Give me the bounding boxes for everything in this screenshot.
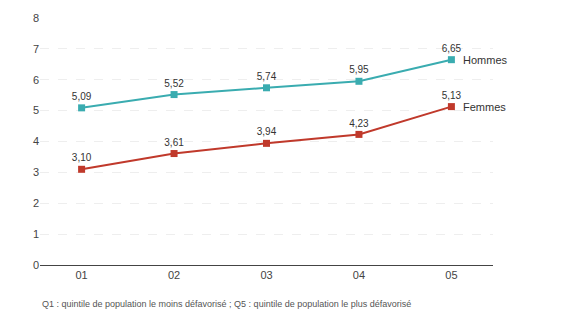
svg-text:5,74: 5,74	[257, 71, 277, 82]
svg-text:03: 03	[260, 269, 272, 281]
svg-text:3: 3	[33, 166, 39, 178]
svg-text:6,65: 6,65	[442, 43, 462, 54]
svg-text:0: 0	[33, 259, 39, 271]
svg-text:02: 02	[168, 269, 180, 281]
svg-text:4,23: 4,23	[349, 118, 369, 129]
svg-text:1: 1	[33, 228, 39, 240]
svg-text:Femmes: Femmes	[463, 101, 506, 113]
svg-text:5: 5	[33, 104, 39, 116]
svg-text:5,13: 5,13	[442, 90, 462, 101]
svg-text:2: 2	[33, 197, 39, 209]
svg-text:5,52: 5,52	[164, 78, 184, 89]
svg-text:05: 05	[445, 269, 457, 281]
svg-text:6: 6	[33, 74, 39, 86]
svg-text:7: 7	[33, 43, 39, 55]
svg-text:01: 01	[75, 269, 87, 281]
svg-text:8: 8	[33, 12, 39, 24]
svg-text:3,94: 3,94	[257, 126, 277, 137]
svg-text:04: 04	[353, 269, 365, 281]
svg-text:Hommes: Hommes	[463, 54, 508, 66]
svg-text:3,10: 3,10	[72, 152, 92, 163]
svg-text:Q1 : quintile de population le: Q1 : quintile de population le moins déf…	[42, 299, 411, 309]
svg-text:4: 4	[33, 135, 39, 147]
svg-text:3,61: 3,61	[164, 137, 184, 148]
svg-text:5,95: 5,95	[349, 64, 369, 75]
svg-text:5,09: 5,09	[72, 91, 92, 102]
